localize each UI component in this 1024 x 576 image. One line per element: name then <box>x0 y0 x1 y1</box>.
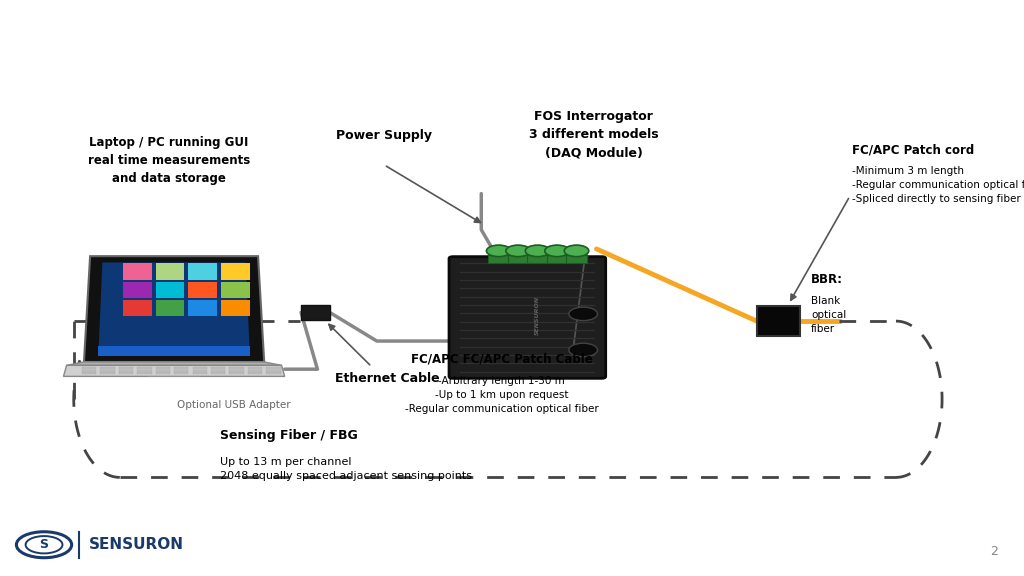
Text: Power Supply: Power Supply <box>336 128 432 142</box>
Text: -Arbitrary length 1-30 m
-Up to 1 km upon request
-Regular communication optical: -Arbitrary length 1-30 m -Up to 1 km upo… <box>404 376 599 414</box>
Text: 2: 2 <box>990 545 998 558</box>
Bar <box>156 300 184 316</box>
Bar <box>566 255 587 263</box>
Bar <box>211 370 225 372</box>
Bar <box>123 282 152 298</box>
Polygon shape <box>84 256 264 362</box>
Circle shape <box>486 245 511 257</box>
Text: Ethernet Cable: Ethernet Cable <box>335 372 439 385</box>
Circle shape <box>545 245 569 257</box>
Bar <box>156 282 184 298</box>
Text: FC/APC Patch cord: FC/APC Patch cord <box>852 143 974 156</box>
Text: BBR:: BBR: <box>811 273 843 286</box>
Bar <box>100 372 115 374</box>
Text: SENSURON: SENSURON <box>536 295 540 335</box>
Bar <box>174 367 188 369</box>
Circle shape <box>564 245 589 257</box>
Bar <box>156 370 170 372</box>
Bar <box>488 255 509 263</box>
Bar <box>547 255 567 263</box>
Bar <box>229 367 244 369</box>
Bar <box>221 263 250 280</box>
Bar <box>248 367 262 369</box>
Bar <box>248 370 262 372</box>
Text: FOS Interrogator
3 different models
(DAQ Module): FOS Interrogator 3 different models (DAQ… <box>529 111 658 160</box>
Bar <box>137 367 152 369</box>
Bar <box>248 372 262 374</box>
Bar <box>266 370 281 372</box>
Bar <box>211 367 225 369</box>
Bar <box>211 372 225 374</box>
Bar <box>119 370 133 372</box>
Polygon shape <box>98 263 250 356</box>
Bar <box>188 300 217 316</box>
Bar <box>119 367 133 369</box>
Circle shape <box>569 343 598 357</box>
Bar <box>193 372 207 374</box>
Bar <box>301 305 330 320</box>
Circle shape <box>506 245 530 257</box>
Text: Optional USB Adapter: Optional USB Adapter <box>177 400 290 411</box>
FancyBboxPatch shape <box>449 257 606 378</box>
Bar <box>100 367 115 369</box>
Bar <box>221 282 250 298</box>
Bar <box>82 370 96 372</box>
Circle shape <box>569 307 598 321</box>
Bar <box>156 263 184 280</box>
Text: Sensing Fiber / FBG: Sensing Fiber / FBG <box>220 429 358 442</box>
Text: FC/APC FC/APC Patch Cable: FC/APC FC/APC Patch Cable <box>411 353 593 365</box>
Bar <box>757 306 800 336</box>
Bar <box>174 370 188 372</box>
Bar <box>119 372 133 374</box>
Bar <box>137 372 152 374</box>
Bar <box>82 367 96 369</box>
Text: Up to 13 m per channel
2048 equally spaced adjacent sensing points: Up to 13 m per channel 2048 equally spac… <box>220 457 472 481</box>
Bar <box>188 282 217 298</box>
Bar <box>508 255 528 263</box>
Circle shape <box>525 245 550 257</box>
Polygon shape <box>63 365 285 376</box>
Polygon shape <box>67 362 282 365</box>
Bar <box>123 300 152 316</box>
Text: SENSURON: SENSURON <box>89 537 184 552</box>
Text: Blank
optical
fiber: Blank optical fiber <box>811 296 846 334</box>
Bar <box>156 367 170 369</box>
Bar <box>174 372 188 374</box>
Text: S: S <box>40 538 48 551</box>
Bar <box>82 372 96 374</box>
Bar <box>100 370 115 372</box>
Bar <box>221 300 250 316</box>
Bar <box>188 263 217 280</box>
Bar <box>98 346 250 356</box>
Bar <box>527 255 548 263</box>
Text: -Minimum 3 m length
-Regular communication optical fiber
-Spliced directly to se: -Minimum 3 m length -Regular communicati… <box>852 166 1024 204</box>
Bar <box>193 370 207 372</box>
Bar <box>266 367 281 369</box>
Bar <box>193 367 207 369</box>
Bar <box>266 372 281 374</box>
Bar <box>229 372 244 374</box>
Bar <box>229 370 244 372</box>
Bar <box>156 372 170 374</box>
Bar <box>123 263 152 280</box>
Text: Sensuron’s  Fiber Optic Sensing: Sensuron’s Fiber Optic Sensing <box>182 26 842 69</box>
Text: Laptop / PC running GUI
real time measurements
and data storage: Laptop / PC running GUI real time measur… <box>88 136 250 185</box>
Bar <box>137 370 152 372</box>
